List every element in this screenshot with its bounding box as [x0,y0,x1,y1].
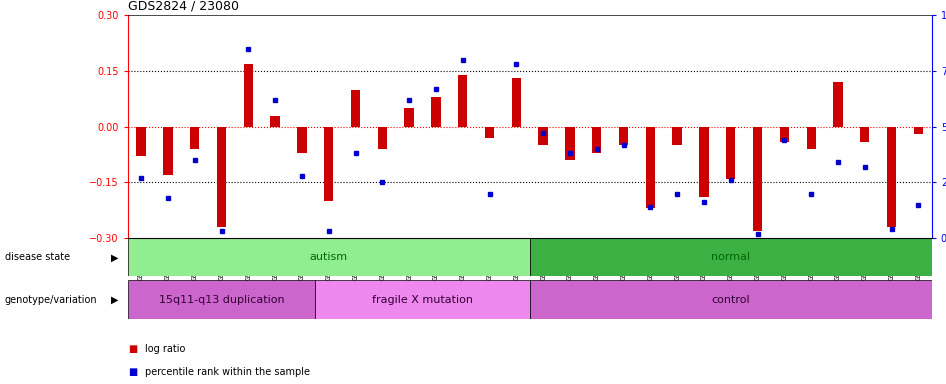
Bar [566,127,574,160]
Text: autism: autism [309,252,348,262]
Bar [377,127,387,149]
Bar [324,127,333,201]
Bar [431,97,441,127]
Bar [217,127,226,227]
Text: ▶: ▶ [111,252,118,262]
Bar [315,280,530,319]
Bar [128,280,315,319]
Text: normal: normal [711,252,750,262]
Bar [914,127,923,134]
Text: percentile rank within the sample: percentile rank within the sample [145,367,309,377]
Bar [699,127,709,197]
Bar [727,127,735,179]
Bar [136,127,146,156]
Bar [646,127,655,209]
Bar [592,127,602,153]
Bar [485,127,494,138]
Bar [164,127,172,175]
Bar [297,127,307,153]
Bar [458,75,467,127]
Bar [271,116,280,127]
Text: control: control [711,295,750,305]
Text: fragile X mutation: fragile X mutation [372,295,473,305]
Bar [244,64,253,127]
Bar [807,127,815,149]
Bar [538,127,548,145]
Bar [190,127,200,149]
Bar [833,82,843,127]
Bar [405,108,413,127]
Text: ■: ■ [128,367,137,377]
Bar [619,127,628,145]
Bar [351,89,360,127]
Bar [780,127,789,142]
Bar [887,127,896,227]
Text: GDS2824 / 23080: GDS2824 / 23080 [128,0,238,13]
Bar [128,238,530,276]
Text: genotype/variation: genotype/variation [5,295,97,305]
Bar [673,127,682,145]
Text: log ratio: log ratio [145,344,185,354]
Text: 15q11-q13 duplication: 15q11-q13 duplication [159,295,285,305]
Bar [753,127,762,231]
Bar [530,280,932,319]
Bar [512,78,521,127]
Text: disease state: disease state [5,252,70,262]
Bar [860,127,869,142]
Text: ■: ■ [128,344,137,354]
Text: ▶: ▶ [111,295,118,305]
Bar [530,238,932,276]
